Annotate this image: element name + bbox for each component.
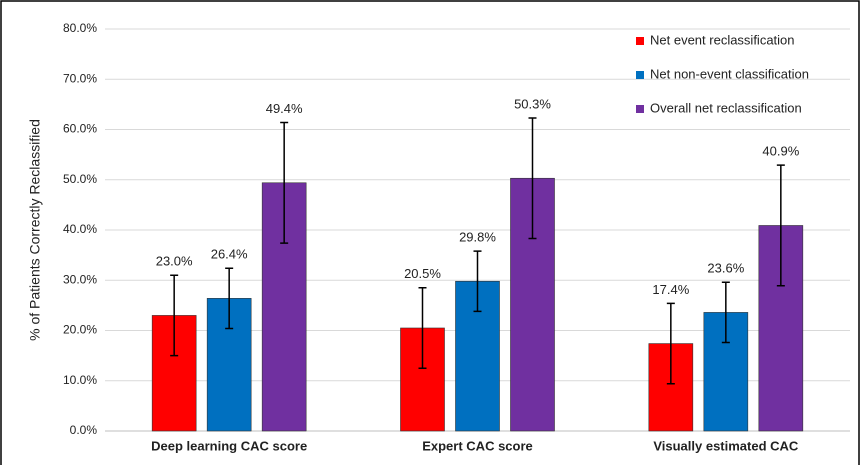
error-bar [666,302,675,385]
bar [400,327,445,432]
value-label: 50.3% [514,96,551,111]
y-tick-label: 20.0% [63,323,97,337]
y-axis-label: % of Patients Correctly Reclassified [27,119,43,341]
y-tick-label: 50.0% [63,172,97,186]
error-bar [776,164,785,287]
legend-label: Net event reclassification [650,32,795,47]
legend-label: Net non-event classification [650,66,809,81]
error-bar [721,281,730,344]
value-label: 29.8% [459,230,496,245]
value-label: 20.5% [404,266,441,281]
y-tick-label: 10.0% [63,373,97,387]
y-tick-label: 70.0% [63,71,97,85]
error-bar [280,121,289,244]
y-tick-label: 40.0% [63,222,97,236]
x-tick-label: Deep learning CAC score [151,438,307,453]
legend-swatch [636,105,644,113]
error-bar [473,250,482,313]
legend-swatch [636,71,644,79]
error-bar [528,117,537,240]
legend-label: Overall net reclassification [650,100,802,115]
y-tick-label: 80.0% [63,21,97,35]
error-bar [225,267,234,330]
error-bar [418,287,427,369]
x-tick-label: Expert CAC score [422,438,533,453]
y-tick-label: 30.0% [63,272,97,286]
y-tick-label: 0.0% [70,423,98,437]
value-label: 17.4% [652,282,689,297]
value-label: 26.4% [211,247,248,262]
legend-swatch [636,37,644,45]
error-bar [170,274,179,357]
y-tick-label: 60.0% [63,122,97,136]
x-tick-label: Visually estimated CAC [653,438,799,453]
value-label: 49.4% [266,101,303,116]
value-label: 23.0% [156,254,193,269]
value-label: 23.6% [707,261,744,276]
value-label: 40.9% [762,144,799,159]
